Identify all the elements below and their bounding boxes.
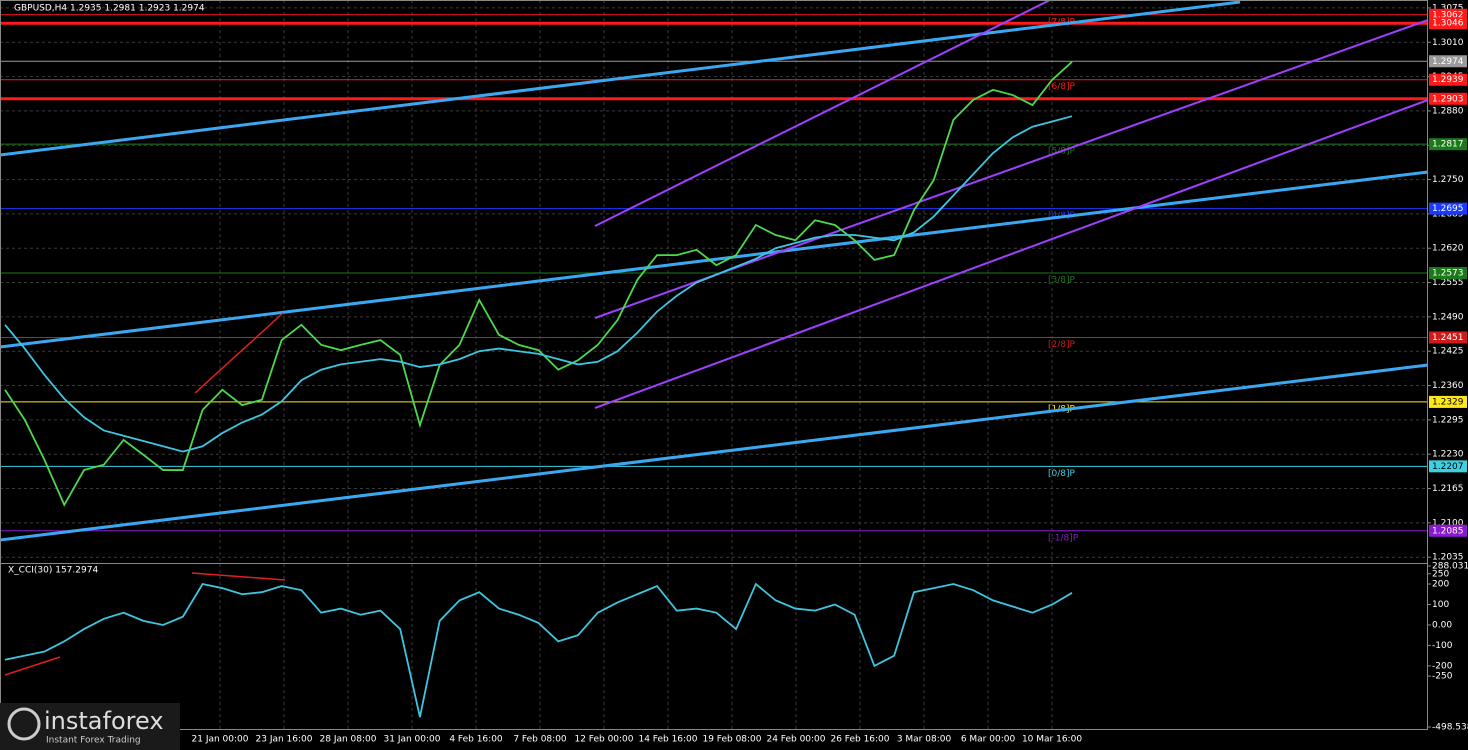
x-tick-label: 10 Mar 16:00	[1022, 735, 1082, 745]
x-tick-label: 12 Feb 00:00	[574, 735, 633, 745]
level-label-box	[1429, 92, 1467, 105]
cci-line	[4, 582, 1073, 718]
y-tick-label: 1.3010	[1432, 38, 1464, 48]
y-tick-label: 1.2295	[1432, 415, 1464, 425]
y-tick-label: 1.2035	[1432, 553, 1464, 563]
divergence-line	[4, 656, 61, 676]
level-label-box	[1429, 524, 1467, 537]
level-label: 1.2695	[1432, 204, 1464, 214]
indicator-tick-label: -498.538	[1432, 723, 1468, 733]
murray-label: [6/8]P	[1048, 82, 1076, 92]
channel-line	[594, 0, 1051, 227]
level-label: 1.2573	[1432, 269, 1464, 279]
level-label-box	[1429, 460, 1467, 473]
indicator-tick-label: -100	[1432, 641, 1453, 651]
indicator-tick-label: 200	[1432, 580, 1449, 590]
y-tick-label: 1.2425	[1432, 347, 1464, 357]
frame	[0, 0, 1428, 730]
trend-line	[0, 170, 1429, 349]
x-tick-label: 24 Feb 00:00	[766, 735, 825, 745]
chart-title: GBPUSD,H4 1.2935 1.2981 1.2923 1.2974	[14, 4, 205, 14]
channel-line	[594, 99, 1429, 409]
level-label-box	[1429, 267, 1467, 280]
indicator-tick-label: 250	[1432, 569, 1449, 579]
logo: instaforex Instant Forex Trading	[0, 703, 180, 750]
indicator-tick-label: -250	[1432, 672, 1453, 682]
x-tick-label: 6 Mar 00:00	[961, 735, 1016, 745]
indicator-tick-label: -200	[1432, 661, 1453, 671]
logo-name: instaforex	[44, 707, 164, 735]
murray-label: [0/8]P	[1048, 469, 1076, 479]
murray-label: [-1/8]P	[1048, 533, 1079, 543]
level-label: 1.2903	[1432, 94, 1464, 104]
x-tick-label: 14 Feb 16:00	[638, 735, 697, 745]
level-label: 1.2451	[1432, 333, 1464, 343]
level-label: 1.2085	[1432, 526, 1464, 536]
x-tick-label: 7 Feb 08:00	[513, 735, 567, 745]
x-tick-label: 21 Jan 00:00	[192, 735, 249, 745]
indicator-tick-label: 0.00	[1432, 620, 1452, 630]
level-label: 1.3046	[1432, 19, 1464, 29]
level-label-box	[1429, 55, 1467, 68]
moving-average	[4, 115, 1073, 453]
logo-icon	[7, 707, 41, 741]
indicator-label: X_CCI(30) 157.2974	[8, 566, 98, 576]
level-label-box	[1429, 202, 1467, 215]
indicator-tick-label: 100	[1432, 600, 1449, 610]
x-tick-label: 23 Jan 16:00	[256, 735, 313, 745]
x-tick-label: 3 Mar 08:00	[897, 735, 952, 745]
level-label: 1.3062	[1432, 10, 1464, 20]
y-tick-label: 1.3075	[1432, 3, 1464, 13]
level-label: 1.2207	[1432, 462, 1464, 472]
indicator-tick-label: 288.0311	[1432, 562, 1468, 572]
y-tick-label: 1.2165	[1432, 484, 1464, 494]
level-label: 1.2974	[1432, 57, 1464, 67]
x-tick-label: 31 Jan 00:00	[384, 735, 441, 745]
y-tick-label: 1.2750	[1432, 175, 1464, 185]
divergence-line	[194, 312, 284, 394]
divergence-lines	[4, 312, 286, 676]
level-label: 1.2939	[1432, 75, 1464, 85]
level-label-box	[1429, 17, 1467, 30]
level-label: 1.2817	[1432, 140, 1464, 150]
trend-lines	[0, 0, 1429, 542]
logo-tagline: Instant Forex Trading	[46, 736, 141, 746]
level-label-box	[1429, 138, 1467, 151]
y-tick-label: 1.2620	[1432, 244, 1464, 254]
divergence-line	[191, 572, 286, 581]
y-tick-label: 1.2230	[1432, 450, 1464, 460]
x-tick-label: 28 Jan 08:00	[320, 735, 377, 745]
level-label-box	[1429, 331, 1467, 344]
trend-line	[0, 363, 1429, 542]
x-tick-label: 26 Feb 16:00	[830, 735, 889, 745]
price-line	[4, 61, 1073, 507]
level-label: 1.2329	[1432, 397, 1464, 407]
x-tick-label: 4 Feb 16:00	[449, 735, 503, 745]
y-tick-label: 1.2555	[1432, 278, 1464, 288]
y-tick-label: 1.2360	[1432, 381, 1464, 391]
murray-label: [2/8]P	[1048, 340, 1076, 350]
trend-line	[0, 0, 1241, 157]
y-tick-label: 1.2100	[1432, 518, 1464, 528]
level-label-box	[1429, 73, 1467, 86]
levels: 1.3062[7/8]P1.30461.29741.2939[6/8]P1.29…	[0, 8, 1467, 543]
y-tick-label: 1.2880	[1432, 106, 1464, 116]
y-tick-label: 1.2490	[1432, 312, 1464, 322]
plot	[4, 61, 1073, 718]
level-label-box	[1429, 395, 1467, 408]
x-tick-label: 19 Feb 08:00	[702, 735, 761, 745]
murray-label: [3/8]P	[1048, 276, 1076, 286]
